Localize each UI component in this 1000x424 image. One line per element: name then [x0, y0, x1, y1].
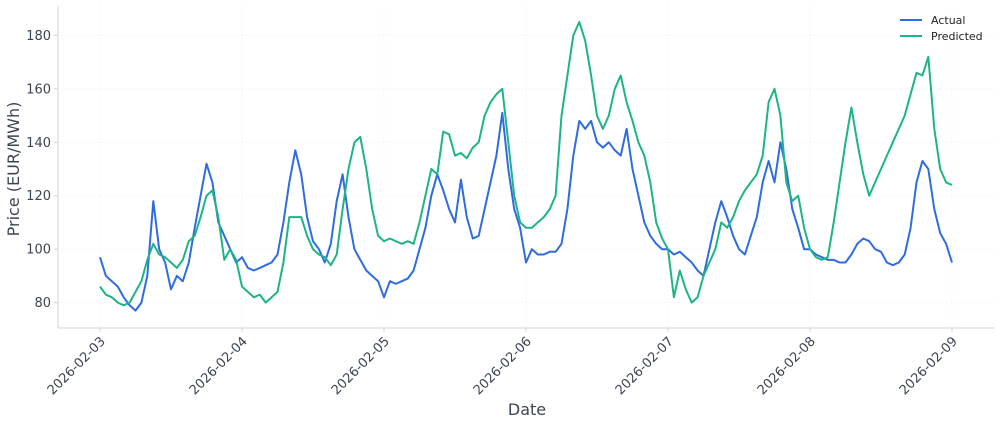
y-tick-label: 140 — [26, 136, 51, 151]
line-series — [99, 21, 953, 307]
x-tick-label: 2026-02-04 — [187, 334, 251, 398]
legend-label: Predicted — [931, 30, 983, 43]
x-tick-label: 2026-02-06 — [471, 334, 535, 398]
y-tick-label: 180 — [26, 29, 51, 44]
y-axis-label: Price (EUR/MWh) — [4, 102, 23, 237]
y-tick-label: 120 — [26, 189, 51, 204]
x-tick-label: 2026-02-09 — [897, 334, 961, 398]
legend-label: Actual — [931, 14, 965, 27]
y-tick-label: 80 — [34, 296, 51, 311]
x-tick-label: 2026-02-07 — [613, 334, 677, 398]
y-tick-label: 100 — [26, 243, 51, 258]
x-axis-label: Date — [508, 400, 546, 419]
y-tick-label: 160 — [26, 82, 51, 97]
x-tick-label: 2026-02-03 — [45, 334, 109, 398]
x-tick-label: 2026-02-08 — [755, 334, 819, 398]
x-tick-label: 2026-02-05 — [329, 334, 393, 398]
